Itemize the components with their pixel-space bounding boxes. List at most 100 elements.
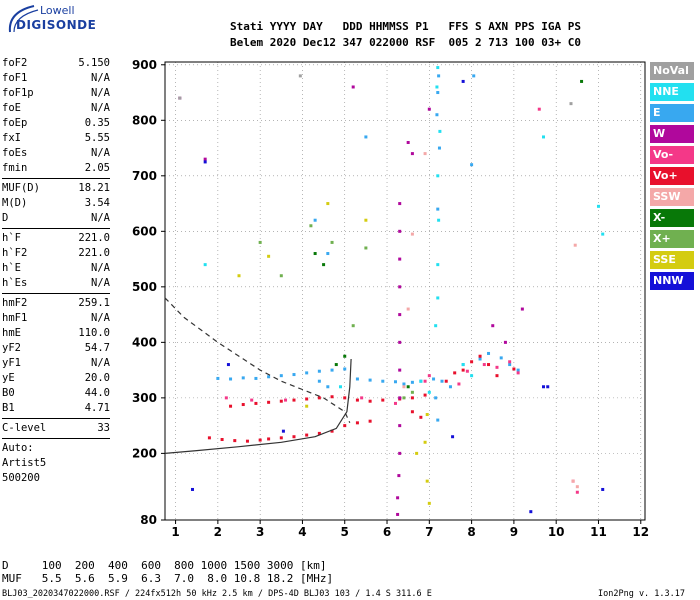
data-point [364,135,368,139]
data-point [437,146,441,150]
param-label: hmF1 [2,312,28,324]
data-point [571,479,575,483]
data-point [478,357,482,361]
data-point [470,374,474,378]
param-label: M(D) [2,197,28,209]
data-point [317,379,321,383]
data-point [305,397,309,401]
data-point [267,375,271,379]
data-point [444,379,448,383]
data-point [397,474,401,478]
data-point [351,85,355,89]
param-row: foF2 5.150 [2,56,110,71]
data-point [267,254,271,258]
param-value: N/A [91,72,110,84]
data-point [435,85,439,89]
x-tick-label: 1 [171,525,179,539]
param-label: h`E [2,262,21,274]
param-label: yF2 [2,342,21,354]
param-label: B1 [2,402,15,414]
data-point [326,252,330,256]
data-point [410,410,414,414]
data-point [436,418,440,422]
param-value: 259.1 [78,297,110,309]
param-value: 5.55 [84,132,110,144]
x-tick-label: 10 [548,525,565,539]
data-point [423,379,427,383]
legend: NoVal NNE E W Vo- Vo+ SSW X- X+ SSE NNW [650,62,694,293]
data-point [203,157,207,161]
data-point [406,307,410,311]
param-row: foEs N/A [2,146,110,161]
header-values: Belem 2020 Dec12 347 022000 RSF 005 2 71… [230,36,581,49]
data-point [250,398,254,402]
param-value: 0.35 [84,117,110,129]
data-point [279,374,283,378]
param-row: C-level 33 [2,421,110,436]
data-point [423,152,427,156]
param-row: foF1 N/A [2,71,110,86]
param-label: foF1 [2,72,28,84]
legend-item: SSE [650,251,694,269]
x-tick-label: 7 [425,525,433,539]
param-row: yF1 N/A [2,356,110,371]
data-point [529,510,533,514]
data-point [436,296,440,300]
data-point [461,368,465,372]
data-point [203,263,207,267]
data-point [487,351,491,355]
param-value: N/A [91,102,110,114]
data-point [368,399,372,403]
data-point [580,79,584,83]
data-point [436,66,440,70]
param-value: 4.71 [84,402,110,414]
param-row: hmE 110.0 [2,326,110,341]
param-value: 2.05 [84,162,110,174]
data-point [440,379,444,383]
data-point [495,365,499,369]
data-point [402,396,406,400]
data-point [398,424,402,428]
data-point [419,415,423,419]
data-point [343,367,347,371]
data-point [503,340,507,344]
param-separator [2,178,110,179]
data-point [326,385,330,389]
data-point [410,390,414,394]
data-point [396,496,400,500]
legend-item: Vo- [650,146,694,164]
param-row: h`Es N/A [2,276,110,291]
y-tick-label: 400 [132,335,157,349]
y-tick-label: 500 [132,280,157,294]
data-point [254,376,258,380]
data-point [542,385,546,389]
param-label: h`Es [2,277,28,289]
data-point [220,438,224,442]
param-value: 54.7 [84,342,110,354]
data-point [427,107,431,111]
param-row: D N/A [2,211,110,226]
y-tick-label: 300 [132,391,157,405]
data-point [317,396,321,400]
param-label: foE [2,102,21,114]
data-point [415,451,419,455]
data-point [512,367,516,371]
data-point [406,385,410,389]
param-row: yE 20.0 [2,371,110,386]
data-point [355,421,359,425]
data-point [478,354,482,358]
data-point [368,419,372,423]
x-tick-label: 9 [510,525,518,539]
data-point [258,438,262,442]
data-point [472,74,476,78]
data-point [398,368,402,372]
legend-item: NNE [650,83,694,101]
data-point [398,396,402,400]
data-point [434,324,438,328]
param-row: B0 44.0 [2,386,110,401]
data-point [438,129,442,133]
y-tick-label: 900 [132,58,157,72]
profile-curve [164,358,352,454]
x-tick-label: 11 [590,525,607,539]
data-point [396,512,400,516]
